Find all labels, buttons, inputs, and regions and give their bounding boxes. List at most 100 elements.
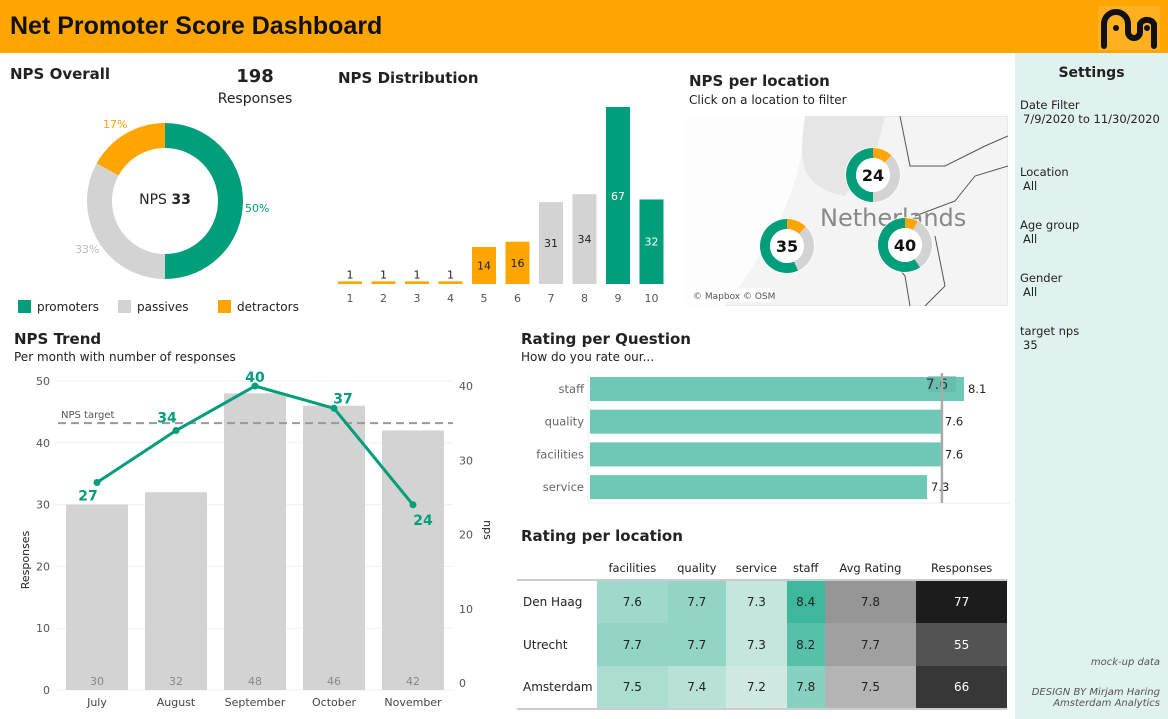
map-location-35[interactable]: 35 [759,218,815,274]
response-bar-October [303,405,365,690]
dist-value-label: 1 [380,268,387,281]
map-nps-label: 35 [776,237,798,256]
legend: promoters passives detractors [18,300,299,314]
dist-bar-4 [438,281,463,284]
settings-panel: Settings Date Filter 7/9/2020 to 11/30/20… [1015,53,1168,719]
nps-point [409,501,417,509]
table-cell: 7.7 [597,623,668,666]
nps-point [251,382,259,390]
dist-bar-2 [371,281,396,284]
setting-value[interactable]: All [1023,179,1038,193]
table-row[interactable]: Utrecht 7.7 7.7 7.3 8.2 7.7 55 [517,623,1007,666]
dist-bar-9 [606,107,630,284]
pct-detractors: 17% [103,118,128,131]
column-header: quality [677,560,717,575]
y2-tick-label: 30 [459,454,473,467]
response-value-label: 48 [248,675,262,688]
rating-question-title: Rating per Question [521,330,691,348]
dist-bar-1 [338,281,362,284]
response-bar-November [382,430,444,690]
header [0,0,1168,53]
nps-value-label: 40 [245,370,265,386]
map-location-24[interactable]: 24 [845,147,901,203]
map-attribution: © Mapbox © OSM [693,292,775,302]
nps-value-label: 24 [413,513,433,529]
table-cell: 7.6 [597,580,668,623]
table-cell: 55 [916,623,1007,666]
dist-bar-3 [405,281,429,284]
nps-value-label: 27 [78,489,97,505]
rating-question-subtitle: How do you rate our... [521,350,655,364]
dist-bar-6 [505,241,530,284]
nps-center-label: NPS 33 [125,192,205,208]
y-axis-label: Responses [19,530,32,589]
table-cell: 7.2 [725,666,787,709]
dist-tick-label: 3 [414,292,421,305]
table-cell: 8.2 [786,623,825,666]
x-tick-label: September [225,696,286,709]
y-tick-label: 30 [36,499,50,512]
credit: DESIGN BY Mirjam Haring Amsterdam Analyti… [1032,687,1160,709]
responses-label: Responses [217,91,293,107]
dist-value-label: 34 [578,233,592,246]
dist-value-label: 31 [544,237,558,250]
x-tick-label: November [384,696,442,709]
dist-bar-5 [472,247,496,284]
dist-value-label: 1 [414,268,421,281]
dist-bar-10 [639,199,664,284]
legend-promoters: promoters [18,300,118,314]
dist-tick-label: 2 [380,292,387,305]
setting-age-group[interactable]: Age group All [1020,218,1079,246]
x-tick-label: August [157,696,196,709]
column-header: facilities [608,560,657,575]
setting-value[interactable]: 7/9/2020 to 11/30/2020 [1023,112,1160,126]
dist-value-label: 1 [347,268,354,281]
rating-value-label: 7.6 [945,447,963,461]
nps-value-label: 37 [333,391,352,407]
nps-donut [86,123,243,279]
setting-date-filter[interactable]: Date Filter 7/9/2020 to 11/30/2020 [1020,98,1160,126]
y2-tick-label: 10 [459,603,473,616]
rating-bar-quality [590,409,941,434]
setting-value[interactable]: All [1023,285,1038,299]
dist-bar-8 [572,194,597,284]
dist-value-label: 1 [447,268,454,281]
nps-overall-title: NPS Overall [10,65,111,83]
rating-location-title: Rating per location [521,527,683,545]
response-value-label: 30 [90,675,104,688]
pct-passives: 33% [75,243,100,256]
settings-title: Settings [1058,65,1125,81]
nps-distribution-title: NPS Distribution [338,69,479,87]
nps-point [172,427,180,435]
response-value-label: 46 [327,675,341,688]
y-tick-label: 40 [36,437,50,450]
table-row[interactable]: Amsterdam 7.5 7.4 7.2 7.8 7.5 66 [517,666,1007,709]
y2-tick-label: 20 [459,529,473,542]
dist-tick-label: 1 [347,292,354,305]
nps-value: 33 [171,192,191,208]
setting-label: target nps [1020,324,1080,338]
setting-gender[interactable]: Gender All [1020,271,1062,299]
setting-target-nps[interactable]: target nps 35 [1020,324,1079,352]
table-cell: 7.4 [667,666,726,709]
setting-label: Age group [1020,218,1080,232]
y-tick-label: 20 [36,560,50,573]
map-location-40[interactable]: 40 [877,217,933,273]
rating-bar-service [590,475,928,500]
table-row[interactable]: Den Haag 7.6 7.7 7.3 8.4 7.8 77 [517,580,1007,623]
setting-location[interactable]: Location All [1020,165,1069,193]
x-tick-label: July [86,696,107,709]
credit-line-1: DESIGN BY Mirjam Haring [1031,687,1160,698]
nps-point [93,479,101,487]
setting-label: Gender [1020,271,1063,285]
y2-tick-label: 40 [459,380,473,393]
rating-bar-staff [590,377,964,401]
dist-tick-label: 7 [548,292,555,305]
table-cell: 7.3 [725,623,787,666]
table-cell: 7.5 [824,666,917,709]
setting-value[interactable]: 35 [1023,338,1038,352]
rating-value-label: 7.3 [931,480,949,494]
nps-target-label: NPS target [61,410,115,421]
setting-value[interactable]: All [1023,232,1038,246]
